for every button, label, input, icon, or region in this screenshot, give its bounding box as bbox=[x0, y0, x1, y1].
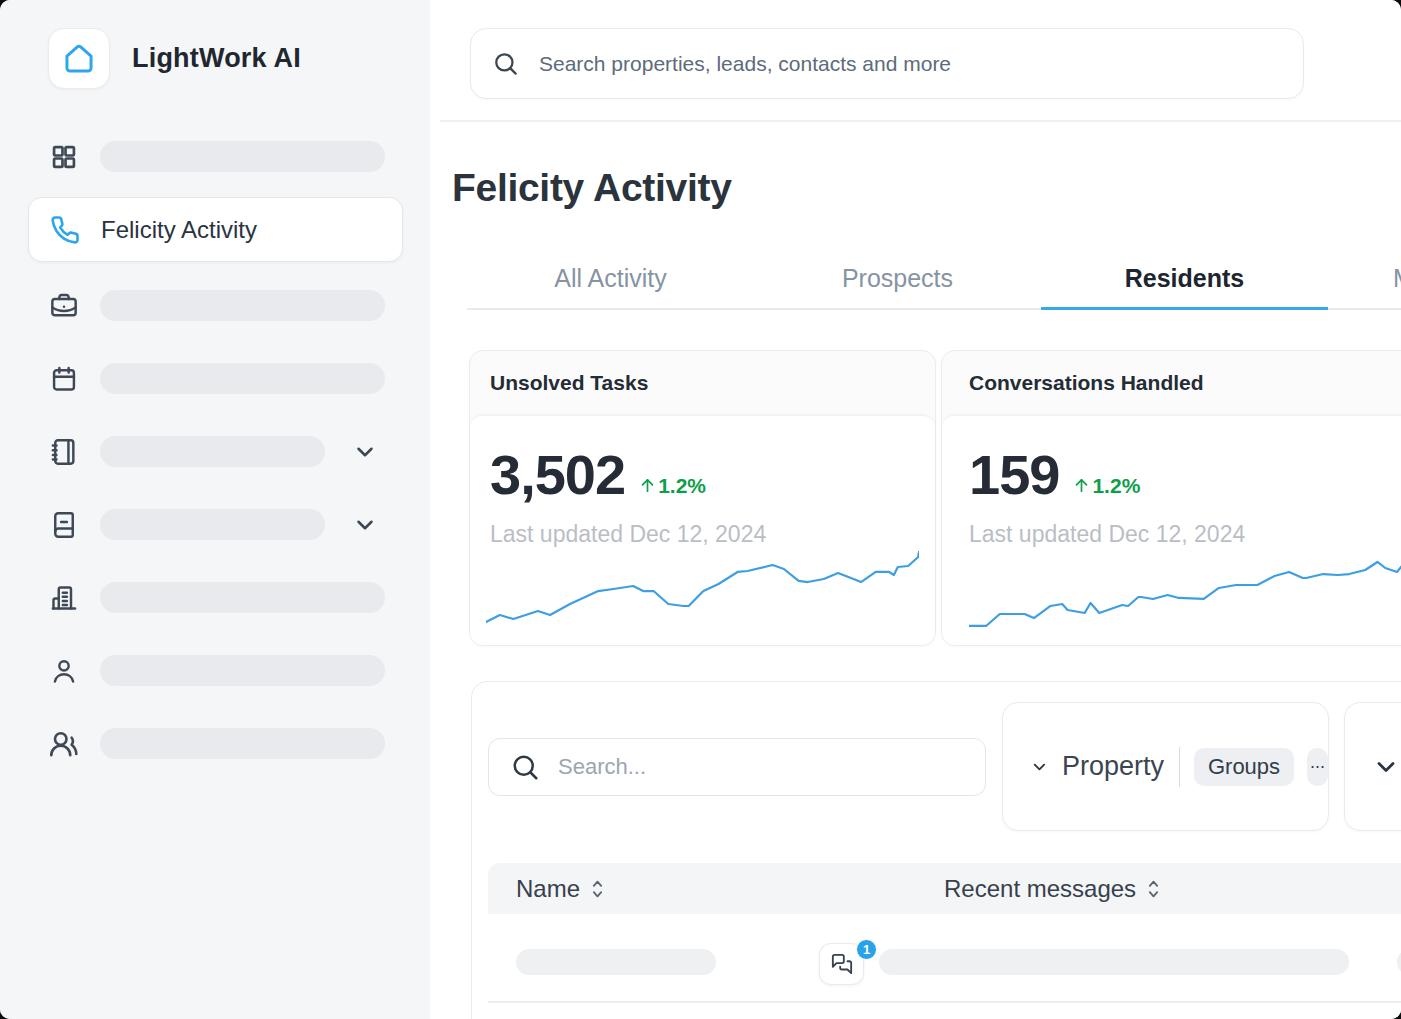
sidebar-item-teams[interactable] bbox=[0, 728, 430, 759]
sort-icon[interactable] bbox=[1146, 878, 1161, 900]
skeleton-label bbox=[100, 582, 385, 613]
sidebar-item-calendar[interactable] bbox=[0, 363, 430, 394]
sidebar-item-leads[interactable] bbox=[0, 290, 430, 321]
table-search[interactable]: Search... bbox=[488, 738, 986, 796]
tab-all-activity[interactable]: All Activity bbox=[467, 248, 754, 308]
arrow-up-icon bbox=[639, 477, 656, 494]
skeleton-cell bbox=[1397, 949, 1401, 975]
global-search-placeholder: Search properties, leads, contacts and m… bbox=[539, 52, 951, 76]
sidebar-item-book[interactable] bbox=[0, 509, 430, 540]
column-header-name[interactable]: Name bbox=[516, 863, 605, 914]
sidebar-item-contacts[interactable] bbox=[0, 655, 430, 686]
book-icon bbox=[49, 511, 79, 539]
chevron-down-icon[interactable] bbox=[352, 512, 378, 538]
active-tab-underline bbox=[1041, 307, 1328, 310]
tab-truncated[interactable]: M bbox=[1328, 248, 1401, 308]
tab-residents[interactable]: Residents bbox=[1041, 248, 1328, 308]
tab-prospects[interactable]: Prospects bbox=[754, 248, 1041, 308]
property-filter-label: Property bbox=[1062, 751, 1164, 782]
sparkline-chart bbox=[969, 541, 1401, 631]
stat-change: 1.2% bbox=[1073, 474, 1140, 498]
messages-icon bbox=[831, 953, 853, 975]
app-logo[interactable] bbox=[48, 28, 110, 89]
notebook-icon bbox=[49, 438, 79, 466]
chevron-down-icon[interactable] bbox=[352, 439, 378, 465]
skeleton-label bbox=[100, 290, 385, 321]
tab-bar: All Activity Prospects Residents M bbox=[467, 248, 1401, 310]
sidebar-item-properties[interactable] bbox=[0, 582, 430, 613]
brand: LightWork AI bbox=[48, 28, 430, 89]
stat-card-conversations-handled: Conversations Handled 159 1.2% Last upda… bbox=[941, 350, 1401, 646]
header-divider bbox=[440, 120, 1401, 122]
property-filter[interactable]: Property Groups ... bbox=[1002, 702, 1329, 831]
skeleton-label bbox=[100, 141, 385, 172]
building-icon bbox=[49, 584, 79, 612]
home-icon bbox=[62, 42, 96, 76]
arrow-up-icon bbox=[1073, 477, 1090, 494]
skeleton-label bbox=[100, 655, 385, 686]
sidebar-item-notebook[interactable] bbox=[0, 436, 430, 467]
grid-icon bbox=[49, 143, 79, 171]
calendar-icon bbox=[49, 365, 79, 393]
chevron-down-icon bbox=[1372, 753, 1400, 781]
sort-icon[interactable] bbox=[590, 878, 605, 900]
app-title: LightWork AI bbox=[132, 43, 301, 74]
chevron-down-icon bbox=[1030, 753, 1049, 781]
skeleton-label bbox=[100, 436, 325, 467]
secondary-filter[interactable] bbox=[1344, 702, 1401, 831]
stat-value: 159 bbox=[969, 442, 1059, 507]
global-search[interactable]: Search properties, leads, contacts and m… bbox=[470, 28, 1304, 99]
sparkline-chart bbox=[486, 541, 919, 631]
app-window: LightWork AI Felicity Activity bbox=[0, 0, 1401, 1019]
skeleton-label bbox=[100, 509, 325, 540]
user-icon bbox=[49, 657, 79, 685]
search-icon bbox=[492, 50, 519, 77]
stat-change: 1.2% bbox=[639, 474, 706, 498]
phone-icon bbox=[50, 215, 80, 245]
sidebar-item-dashboard[interactable] bbox=[0, 141, 430, 172]
page-title: Felicity Activity bbox=[452, 166, 732, 210]
skeleton-name-cell bbox=[516, 949, 716, 975]
sidebar-item-label: Felicity Activity bbox=[101, 216, 257, 244]
stat-value: 3,502 bbox=[490, 442, 625, 507]
skeleton-message-cell bbox=[879, 949, 1349, 975]
table-row[interactable]: 1 bbox=[488, 914, 1401, 1001]
sidebar-item-felicity-activity[interactable]: Felicity Activity bbox=[28, 197, 403, 262]
sidebar-nav: Felicity Activity bbox=[0, 141, 430, 759]
stat-card-body: 3,502 1.2% Last updated Dec 12, 2024 bbox=[470, 415, 935, 645]
table-header: Name Recent messages bbox=[488, 863, 1401, 914]
main-content: Search properties, leads, contacts and m… bbox=[430, 0, 1401, 1019]
stat-card-unsolved-tasks: Unsolved Tasks 3,502 1.2% Last updated D… bbox=[469, 350, 936, 646]
skeleton-label bbox=[100, 363, 385, 394]
skeleton-label bbox=[100, 728, 385, 759]
column-header-recent-messages[interactable]: Recent messages bbox=[944, 863, 1161, 914]
unread-badge: 1 bbox=[856, 939, 877, 960]
users-icon bbox=[49, 729, 79, 759]
chat-button[interactable]: 1 bbox=[819, 943, 864, 985]
stat-card-title: Unsolved Tasks bbox=[470, 351, 935, 415]
briefcase-icon bbox=[49, 292, 79, 320]
row-divider bbox=[488, 1001, 1401, 1003]
stat-card-title: Conversations Handled bbox=[942, 351, 1401, 415]
stat-card-body: 159 1.2% Last updated Dec 12, 2024 bbox=[942, 415, 1401, 645]
groups-button[interactable]: Groups bbox=[1194, 748, 1294, 786]
residents-panel: Search... Property Groups ... Name bbox=[471, 681, 1401, 1019]
more-options-button[interactable]: ... bbox=[1307, 748, 1328, 786]
table-search-placeholder: Search... bbox=[558, 754, 646, 780]
sidebar: LightWork AI Felicity Activity bbox=[0, 0, 430, 1019]
search-icon bbox=[510, 752, 540, 782]
divider bbox=[1179, 747, 1180, 787]
